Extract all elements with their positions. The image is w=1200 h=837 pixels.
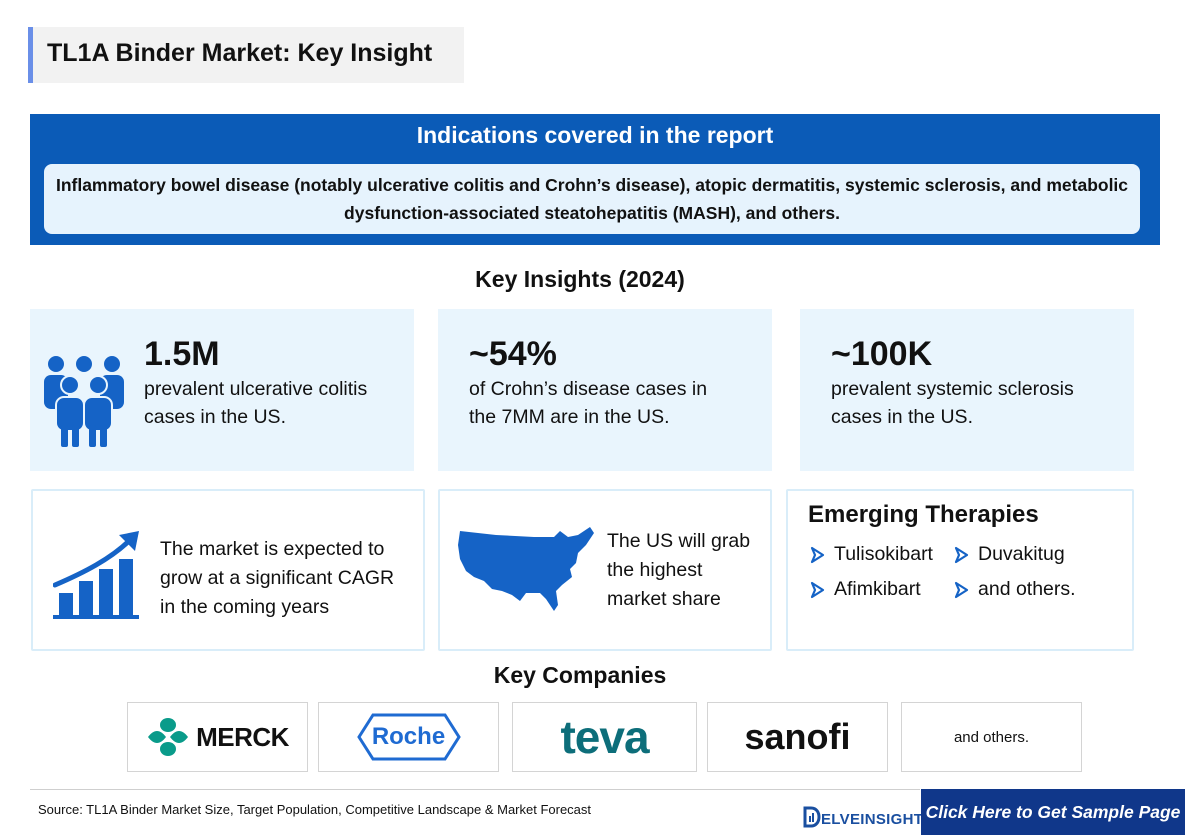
- therapy-item: Afimkibart: [810, 578, 921, 601]
- stat-value: ~54%: [469, 335, 557, 373]
- others-text: and others.: [953, 728, 1030, 746]
- merck-mark-icon: [148, 718, 189, 756]
- chevron-right-icon: [810, 581, 825, 598]
- indications-heading: Indications covered in the report: [416, 122, 774, 148]
- get-sample-page-button[interactable]: Click Here to Get Sample Page: [921, 789, 1185, 835]
- therapy-label: and others.: [978, 578, 1076, 600]
- text-line: The US will grab: [607, 530, 751, 552]
- stat-line: of Crohn’s disease cases in: [469, 378, 708, 400]
- emerging-therapies-title: Emerging Therapies: [808, 501, 1039, 528]
- key-insights-heading: Key Insights (2024): [475, 266, 685, 292]
- sanofi-wordmark: sanofi: [744, 716, 851, 757]
- chevron-right-icon: [954, 581, 969, 598]
- stat-description: prevalent ulcerative colitis cases in th…: [144, 375, 367, 431]
- us-share-card: The US will grab the highest market shar…: [438, 489, 772, 651]
- people-group-icon: [44, 356, 124, 447]
- stat-line: cases in the US.: [831, 406, 973, 428]
- stat-line: prevalent ulcerative colitis: [144, 378, 368, 400]
- text-line: in the coming years: [160, 596, 330, 618]
- indications-text: Inflammatory bowel disease (notably ulce…: [55, 175, 1129, 223]
- page-title-box: TL1A Binder Market: Key Insight: [28, 27, 464, 83]
- stat-value: 1.5M: [144, 335, 220, 373]
- page-title: TL1A Binder Market: Key Insight: [47, 39, 433, 67]
- text-line: the highest: [607, 559, 703, 581]
- text-line: market share: [607, 588, 721, 610]
- stat-card-ulcerative-colitis: 1.5M prevalent ulcerative colitis cases …: [30, 309, 414, 471]
- therapy-item: and others.: [954, 578, 1076, 601]
- text-line: The market is expected to: [160, 538, 385, 560]
- stat-line: prevalent systemic sclerosis: [831, 378, 1074, 400]
- growth-chart-icon: [53, 531, 139, 619]
- roche-logo: Roche: [318, 702, 499, 772]
- stat-card-systemic-sclerosis: ~100K prevalent systemic sclerosis cases…: [800, 309, 1134, 471]
- others-logo-box: and others.: [901, 702, 1082, 772]
- emerging-therapies-card: Emerging Therapies Tulisokibart Duvakitu…: [786, 489, 1134, 651]
- roche-wordmark: Roche: [371, 723, 446, 750]
- roche-hexagon: Roche: [356, 713, 461, 761]
- sanofi-logo: sanofi: [707, 702, 888, 772]
- stat-description: of Crohn’s disease cases in the 7MM are …: [469, 375, 707, 431]
- footer-divider: [30, 789, 920, 790]
- chevron-right-icon: [810, 546, 825, 563]
- cta-label: Click Here to Get Sample Page: [925, 801, 1181, 822]
- teva-logo: teva: [512, 702, 697, 772]
- chevron-right-icon: [954, 546, 969, 563]
- us-share-text: The US will grab the highest market shar…: [607, 527, 750, 614]
- market-growth-card: The market is expected to grow at a sign…: [31, 489, 425, 651]
- text-line: grow at a significant CAGR: [160, 567, 395, 589]
- delveinsight-logo: ELVEINSIGHT: [803, 806, 923, 828]
- delveinsight-d-icon: [803, 806, 821, 828]
- indications-box: Inflammatory bowel disease (notably ulce…: [44, 164, 1140, 234]
- stat-description: prevalent systemic sclerosis cases in th…: [831, 375, 1074, 431]
- merck-wordmark: MERCK: [196, 721, 289, 752]
- market-growth-text: The market is expected to grow at a sign…: [160, 535, 394, 622]
- stat-card-crohns: ~54% of Crohn’s disease cases in the 7MM…: [438, 309, 772, 471]
- indications-panel: Indications covered in the report Inflam…: [30, 114, 1160, 245]
- us-map-icon: [458, 527, 594, 611]
- therapy-item: Duvakitug: [954, 543, 1065, 566]
- delveinsight-wordmark: ELVEINSIGHT: [821, 811, 924, 828]
- merck-logo: MERCK: [127, 702, 308, 772]
- therapy-label: Duvakitug: [978, 543, 1065, 565]
- stat-line: the 7MM are in the US.: [469, 406, 670, 428]
- therapy-label: Afimkibart: [834, 578, 921, 600]
- therapy-label: Tulisokibart: [834, 543, 933, 565]
- source-text: Source: TL1A Binder Market Size, Target …: [38, 802, 592, 817]
- stat-line: cases in the US.: [144, 406, 286, 428]
- key-companies-heading: Key Companies: [493, 662, 667, 688]
- teva-wordmark: teva: [560, 711, 649, 763]
- therapy-item: Tulisokibart: [810, 543, 933, 566]
- stat-value: ~100K: [831, 335, 933, 373]
